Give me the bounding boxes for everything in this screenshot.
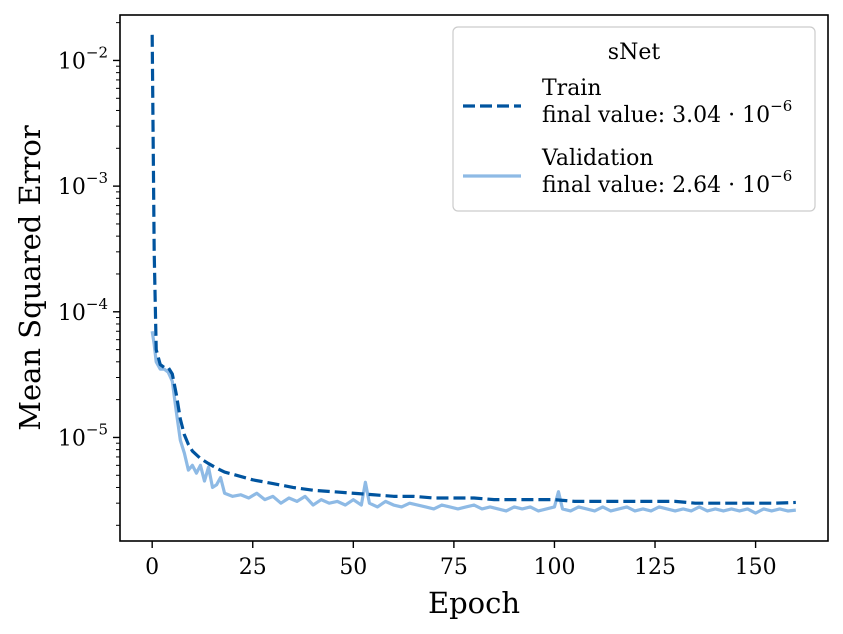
y-tick-label: 10−5 [58, 420, 108, 451]
legend-box [452, 26, 816, 212]
legend-label-validation: Validation [541, 146, 654, 171]
x-tick-label: 150 [735, 555, 777, 580]
y-tick-label: 10−4 [58, 295, 108, 326]
x-tick-label: 100 [533, 555, 575, 580]
series-line-train [150, 34, 796, 505]
y-tick-label: 10−2 [58, 43, 108, 74]
legend-title: sNet [608, 40, 661, 65]
series-line-validation [150, 331, 796, 515]
legend-label-train: Train [542, 76, 602, 101]
x-tick-label: 0 [145, 555, 159, 580]
legend-final-value-train: final value: 3.04 · 10−6 [542, 97, 792, 128]
legend-final-value-validation: final value: 2.64 · 10−6 [542, 167, 792, 198]
x-tick-label: 25 [239, 555, 267, 580]
x-tick-label: 75 [440, 555, 468, 580]
y-axis-title: Mean Squared Error [13, 125, 47, 431]
x-axis-title: Epoch [428, 586, 520, 620]
y-tick-label: 10−3 [58, 169, 108, 200]
plot-frame [119, 14, 829, 542]
x-tick-label: 125 [634, 555, 676, 580]
x-tick-label: 50 [339, 555, 367, 580]
